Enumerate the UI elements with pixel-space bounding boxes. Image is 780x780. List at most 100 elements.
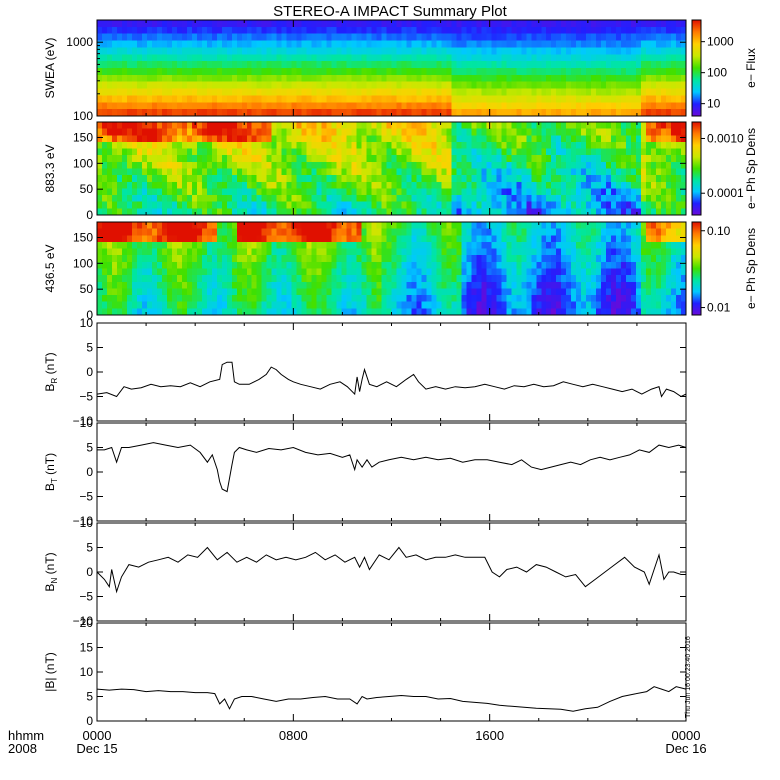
pad883-cell	[426, 148, 433, 156]
swea-cell	[641, 26, 647, 35]
swea-cell	[456, 102, 462, 110]
swea-cell	[626, 33, 632, 42]
pad883-cell	[671, 188, 677, 196]
pad883-cell	[521, 155, 527, 163]
pad436-cell	[586, 235, 592, 243]
pad436-cell	[351, 295, 358, 303]
pad436-cell	[181, 275, 188, 283]
pad436-cell	[361, 241, 368, 250]
swea-cell	[501, 102, 507, 110]
pad436-cell	[291, 235, 298, 243]
pad883-cell	[301, 122, 308, 130]
pad883-cell	[641, 201, 647, 209]
pad436-cell	[646, 255, 652, 263]
pad436-cell	[201, 222, 208, 230]
swea-cell	[286, 88, 293, 97]
pad883-cell	[351, 161, 358, 170]
pad436-cell	[481, 281, 487, 290]
swea-cell	[486, 40, 492, 49]
pad436-cell	[101, 255, 108, 263]
pad883-cell	[196, 195, 203, 203]
pad436-cell	[356, 228, 363, 236]
swea-cell	[316, 61, 323, 69]
pad883-cell	[646, 201, 652, 209]
swea-cell	[321, 109, 328, 117]
pad436-cell	[561, 301, 567, 309]
swea-cell	[141, 26, 148, 35]
pad883-cell	[611, 141, 617, 150]
pad436-cell	[111, 275, 118, 283]
pad883-cell	[211, 181, 218, 190]
swea-cell	[326, 47, 333, 55]
pad883-ylabel: 883.3 eV	[43, 144, 57, 192]
pad436-cell	[266, 268, 273, 276]
pad436-cell	[626, 222, 632, 230]
pad883-cell	[351, 168, 358, 176]
pad436-cell	[406, 268, 413, 276]
swea-cell	[566, 74, 572, 83]
pad436-cell	[281, 255, 288, 263]
pad436-cell	[481, 308, 487, 316]
pad883-cell	[456, 155, 462, 163]
swea-cell	[316, 109, 323, 117]
swea-cell	[576, 54, 582, 62]
swea-cell	[496, 95, 502, 103]
pad436-cell	[306, 301, 313, 309]
pad436-cell	[196, 288, 203, 296]
swea-cell	[306, 33, 313, 42]
pad436-cell	[401, 288, 408, 296]
swea-cell	[441, 81, 448, 90]
pad883-cell	[481, 128, 487, 136]
pad883-cell	[646, 168, 652, 176]
pad883-cell	[521, 141, 527, 150]
pad436-cell	[336, 275, 343, 283]
swea-cell	[521, 61, 527, 69]
swea-cell	[106, 26, 113, 35]
swea-cell	[581, 40, 587, 49]
pad436-cell	[536, 261, 542, 270]
pad436-cell	[361, 235, 368, 243]
swea-cell	[341, 102, 348, 110]
pad436-cell	[591, 248, 597, 256]
pad436-cell	[216, 228, 223, 236]
pad436-cell	[516, 222, 522, 230]
pad883-cell	[641, 175, 647, 183]
pad436-cell	[371, 301, 378, 309]
swea-cell	[476, 74, 482, 83]
pad436-cell	[131, 222, 138, 230]
pad883-cell	[316, 135, 323, 143]
pad883-cell	[241, 141, 248, 150]
pad436-cell	[591, 222, 597, 230]
swea-cell	[646, 68, 652, 76]
swea-cell	[216, 33, 223, 42]
pad883-cell	[516, 141, 522, 150]
pad436-cell	[121, 295, 128, 303]
pad883-cell	[661, 201, 667, 209]
pad436-cell	[441, 301, 448, 309]
swea-cell	[561, 102, 567, 110]
swea-cell	[381, 20, 388, 28]
pad883-cell	[666, 168, 672, 176]
pad883-cell	[331, 168, 338, 176]
pad883-cell	[616, 175, 622, 183]
pad883-cell	[186, 181, 193, 190]
pad883-cell	[641, 161, 647, 170]
swea-cell	[431, 102, 438, 110]
pad436-cell	[606, 261, 612, 270]
pad436-cell	[191, 288, 198, 296]
pad883-cell	[211, 195, 218, 203]
swea-cell	[566, 68, 572, 76]
swea-cell	[106, 40, 113, 49]
pad883-cell	[176, 122, 183, 130]
swea-cell	[261, 68, 268, 76]
pad883-cell	[451, 161, 457, 170]
pad883-cell	[361, 181, 368, 190]
pad436-cell	[406, 228, 413, 236]
pad436-cell	[631, 275, 637, 283]
pad883-cell	[616, 188, 622, 196]
swea-cell	[266, 68, 273, 76]
pad883-cell	[631, 128, 637, 136]
swea-cell	[356, 40, 363, 49]
swea-cell	[511, 26, 517, 35]
pad883-cell	[331, 201, 338, 209]
